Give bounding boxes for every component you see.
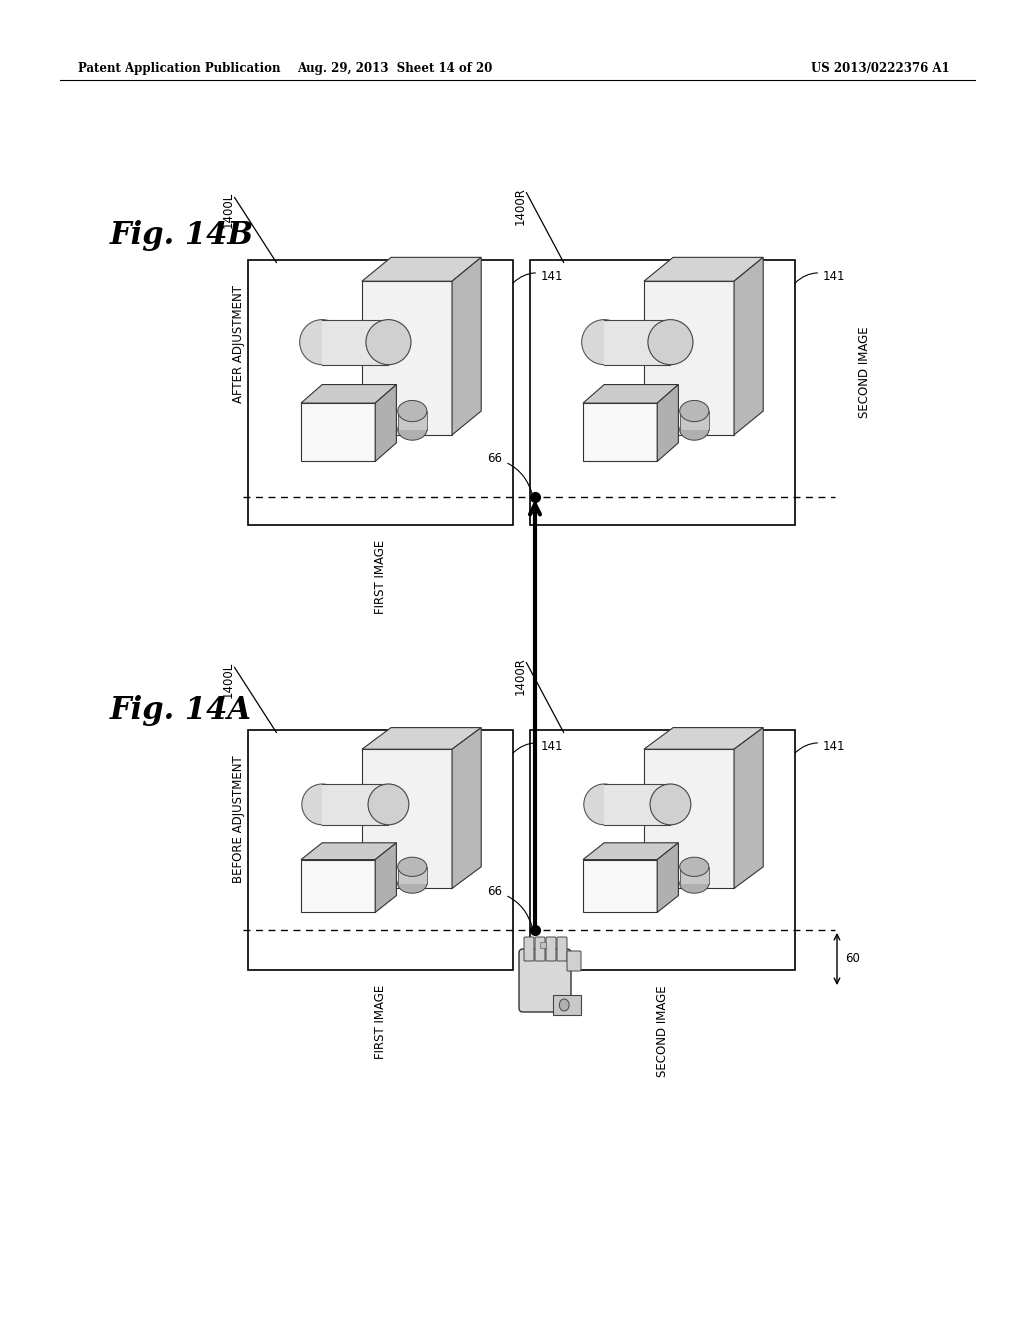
Bar bbox=[583, 403, 657, 462]
Bar bbox=[604, 784, 671, 825]
Polygon shape bbox=[644, 727, 763, 750]
Text: 141: 141 bbox=[795, 741, 846, 752]
Ellipse shape bbox=[368, 784, 409, 825]
Polygon shape bbox=[657, 842, 679, 912]
Bar bbox=[530, 730, 795, 970]
Text: 1400R: 1400R bbox=[513, 187, 526, 224]
Ellipse shape bbox=[582, 319, 627, 364]
Ellipse shape bbox=[680, 400, 709, 421]
Bar bbox=[530, 260, 795, 525]
Text: US 2013/0222376 A1: US 2013/0222376 A1 bbox=[811, 62, 950, 75]
Bar bbox=[644, 281, 734, 434]
Polygon shape bbox=[657, 384, 679, 462]
Text: 141: 141 bbox=[513, 271, 563, 282]
Text: BEFORE ADJUSTMENT: BEFORE ADJUSTMENT bbox=[232, 755, 245, 883]
Polygon shape bbox=[583, 384, 679, 403]
FancyBboxPatch shape bbox=[524, 937, 534, 961]
Text: FIRST IMAGE: FIRST IMAGE bbox=[374, 540, 387, 614]
Polygon shape bbox=[734, 257, 763, 434]
Polygon shape bbox=[734, 727, 763, 888]
FancyBboxPatch shape bbox=[567, 950, 581, 972]
Bar bbox=[553, 995, 581, 1015]
Text: FIRST IMAGE: FIRST IMAGE bbox=[374, 985, 387, 1059]
Ellipse shape bbox=[680, 418, 709, 440]
Ellipse shape bbox=[366, 319, 411, 364]
Bar bbox=[361, 750, 452, 888]
Text: SECOND IMAGE: SECOND IMAGE bbox=[656, 985, 669, 1077]
Ellipse shape bbox=[397, 400, 427, 421]
Bar bbox=[361, 281, 452, 434]
Ellipse shape bbox=[397, 857, 427, 876]
Text: SECOND IMAGE: SECOND IMAGE bbox=[858, 326, 871, 418]
Bar bbox=[397, 867, 427, 883]
Ellipse shape bbox=[397, 418, 427, 440]
Polygon shape bbox=[361, 727, 481, 750]
Ellipse shape bbox=[300, 319, 345, 364]
Bar bbox=[644, 750, 734, 888]
Ellipse shape bbox=[650, 784, 691, 825]
Polygon shape bbox=[452, 727, 481, 888]
Bar bbox=[680, 867, 709, 883]
Bar bbox=[323, 319, 388, 364]
Bar bbox=[540, 942, 546, 948]
Polygon shape bbox=[644, 257, 763, 281]
Text: 1400L: 1400L bbox=[221, 663, 234, 698]
Bar bbox=[604, 319, 671, 364]
FancyBboxPatch shape bbox=[557, 937, 567, 961]
Bar bbox=[301, 859, 375, 912]
FancyBboxPatch shape bbox=[546, 937, 556, 961]
Ellipse shape bbox=[648, 319, 693, 364]
Bar bbox=[583, 859, 657, 912]
Text: 141: 141 bbox=[513, 741, 563, 752]
Ellipse shape bbox=[680, 857, 709, 876]
Bar bbox=[397, 411, 427, 429]
Ellipse shape bbox=[302, 784, 343, 825]
Bar bbox=[680, 411, 709, 429]
Text: AFTER ADJUSTMENT: AFTER ADJUSTMENT bbox=[232, 285, 245, 403]
Polygon shape bbox=[361, 257, 481, 281]
FancyBboxPatch shape bbox=[519, 949, 571, 1012]
Text: 60: 60 bbox=[845, 953, 860, 965]
Text: 1400R: 1400R bbox=[513, 657, 526, 694]
Polygon shape bbox=[583, 842, 679, 859]
Polygon shape bbox=[375, 384, 396, 462]
Ellipse shape bbox=[680, 874, 709, 894]
Ellipse shape bbox=[584, 784, 625, 825]
Text: 141: 141 bbox=[795, 271, 846, 282]
Text: Fig. 14B: Fig. 14B bbox=[110, 220, 254, 251]
Bar bbox=[301, 403, 375, 462]
Polygon shape bbox=[301, 842, 396, 859]
Text: 1400L: 1400L bbox=[221, 191, 234, 228]
Ellipse shape bbox=[559, 999, 569, 1011]
Text: Aug. 29, 2013  Sheet 14 of 20: Aug. 29, 2013 Sheet 14 of 20 bbox=[297, 62, 493, 75]
Text: Patent Application Publication: Patent Application Publication bbox=[78, 62, 281, 75]
Text: 66: 66 bbox=[487, 884, 532, 928]
Polygon shape bbox=[375, 842, 396, 912]
Bar bbox=[248, 260, 513, 525]
Text: 66: 66 bbox=[487, 451, 532, 494]
Polygon shape bbox=[301, 384, 396, 403]
FancyBboxPatch shape bbox=[535, 937, 545, 961]
Text: Fig. 14A: Fig. 14A bbox=[110, 696, 252, 726]
Polygon shape bbox=[452, 257, 481, 434]
Ellipse shape bbox=[397, 874, 427, 894]
Bar bbox=[323, 784, 388, 825]
Bar bbox=[248, 730, 513, 970]
